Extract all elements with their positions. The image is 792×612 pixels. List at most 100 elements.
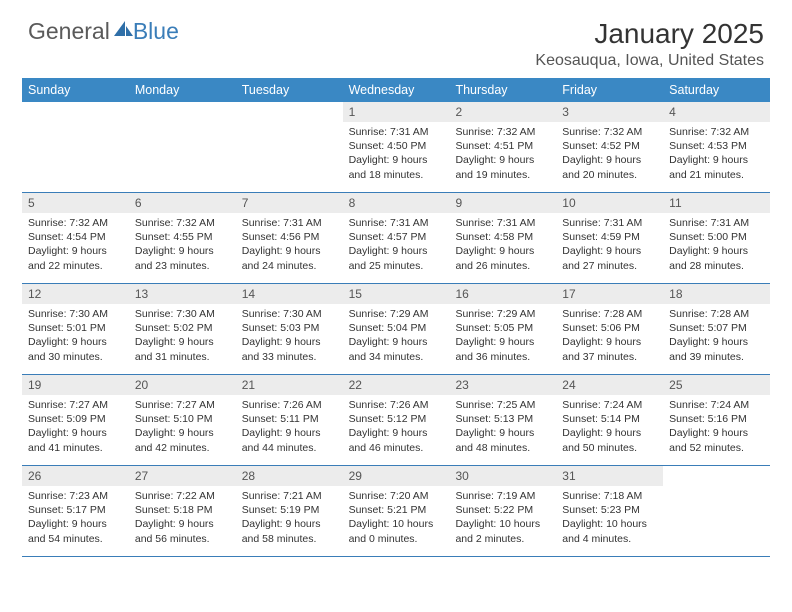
- daylight-text-1: Daylight: 9 hours: [28, 335, 123, 349]
- day-cell: 5Sunrise: 7:32 AMSunset: 4:54 PMDaylight…: [22, 193, 129, 283]
- sunset-text: Sunset: 5:04 PM: [349, 321, 444, 335]
- daylight-text-1: Daylight: 9 hours: [349, 335, 444, 349]
- day-number: 22: [343, 375, 450, 395]
- daylight-text-2: and 21 minutes.: [669, 168, 764, 182]
- sunset-text: Sunset: 5:05 PM: [455, 321, 550, 335]
- day-cell: 26Sunrise: 7:23 AMSunset: 5:17 PMDayligh…: [22, 466, 129, 556]
- day-number: 15: [343, 284, 450, 304]
- sunset-text: Sunset: 5:13 PM: [455, 412, 550, 426]
- dow-friday: Friday: [556, 78, 663, 102]
- sunrise-text: Sunrise: 7:28 AM: [562, 307, 657, 321]
- sunrise-text: Sunrise: 7:27 AM: [135, 398, 230, 412]
- daylight-text-1: Daylight: 10 hours: [562, 517, 657, 531]
- day-number: 14: [236, 284, 343, 304]
- day-cell: 22Sunrise: 7:26 AMSunset: 5:12 PMDayligh…: [343, 375, 450, 465]
- sunrise-text: Sunrise: 7:31 AM: [349, 216, 444, 230]
- daylight-text-2: and 26 minutes.: [455, 259, 550, 273]
- daylight-text-2: and 28 minutes.: [669, 259, 764, 273]
- sunset-text: Sunset: 4:50 PM: [349, 139, 444, 153]
- daylight-text-2: and 50 minutes.: [562, 441, 657, 455]
- day-cell: 19Sunrise: 7:27 AMSunset: 5:09 PMDayligh…: [22, 375, 129, 465]
- day-cell: 29Sunrise: 7:20 AMSunset: 5:21 PMDayligh…: [343, 466, 450, 556]
- daylight-text-2: and 31 minutes.: [135, 350, 230, 364]
- day-cell: 24Sunrise: 7:24 AMSunset: 5:14 PMDayligh…: [556, 375, 663, 465]
- daylight-text-2: and 41 minutes.: [28, 441, 123, 455]
- day-details: Sunrise: 7:32 AMSunset: 4:55 PMDaylight:…: [129, 213, 236, 278]
- day-number: 16: [449, 284, 556, 304]
- day-number: 17: [556, 284, 663, 304]
- logo-sail-icon: [113, 20, 135, 43]
- daylight-text-2: and 39 minutes.: [669, 350, 764, 364]
- day-details: Sunrise: 7:31 AMSunset: 4:57 PMDaylight:…: [343, 213, 450, 278]
- day-details: Sunrise: 7:18 AMSunset: 5:23 PMDaylight:…: [556, 486, 663, 551]
- week-row: 5Sunrise: 7:32 AMSunset: 4:54 PMDaylight…: [22, 193, 770, 284]
- daylight-text-1: Daylight: 9 hours: [349, 244, 444, 258]
- sunset-text: Sunset: 5:22 PM: [455, 503, 550, 517]
- day-cell: 21Sunrise: 7:26 AMSunset: 5:11 PMDayligh…: [236, 375, 343, 465]
- day-cell: 11Sunrise: 7:31 AMSunset: 5:00 PMDayligh…: [663, 193, 770, 283]
- daylight-text-2: and 22 minutes.: [28, 259, 123, 273]
- daylight-text-1: Daylight: 9 hours: [242, 335, 337, 349]
- day-number: 7: [236, 193, 343, 213]
- daylight-text-1: Daylight: 9 hours: [455, 153, 550, 167]
- day-details: Sunrise: 7:22 AMSunset: 5:18 PMDaylight:…: [129, 486, 236, 551]
- daylight-text-2: and 25 minutes.: [349, 259, 444, 273]
- daylight-text-2: and 24 minutes.: [242, 259, 337, 273]
- day-details: Sunrise: 7:30 AMSunset: 5:03 PMDaylight:…: [236, 304, 343, 369]
- day-number: 24: [556, 375, 663, 395]
- day-cell: 31Sunrise: 7:18 AMSunset: 5:23 PMDayligh…: [556, 466, 663, 556]
- sunset-text: Sunset: 4:57 PM: [349, 230, 444, 244]
- daylight-text-2: and 48 minutes.: [455, 441, 550, 455]
- day-details: Sunrise: 7:30 AMSunset: 5:02 PMDaylight:…: [129, 304, 236, 369]
- daylight-text-1: Daylight: 9 hours: [135, 244, 230, 258]
- sunrise-text: Sunrise: 7:23 AM: [28, 489, 123, 503]
- daylight-text-1: Daylight: 9 hours: [562, 244, 657, 258]
- daylight-text-1: Daylight: 9 hours: [28, 244, 123, 258]
- header-right: January 2025 Keosauqua, Iowa, United Sta…: [535, 18, 764, 70]
- day-number: 6: [129, 193, 236, 213]
- day-of-week-header: SundayMondayTuesdayWednesdayThursdayFrid…: [22, 78, 770, 102]
- daylight-text-1: Daylight: 9 hours: [669, 426, 764, 440]
- day-cell: 12Sunrise: 7:30 AMSunset: 5:01 PMDayligh…: [22, 284, 129, 374]
- day-details: Sunrise: 7:28 AMSunset: 5:07 PMDaylight:…: [663, 304, 770, 369]
- sunset-text: Sunset: 5:09 PM: [28, 412, 123, 426]
- sunrise-text: Sunrise: 7:31 AM: [349, 125, 444, 139]
- day-number: 5: [22, 193, 129, 213]
- logo-text-2: Blue: [133, 18, 179, 45]
- sunrise-text: Sunrise: 7:24 AM: [562, 398, 657, 412]
- daylight-text-2: and 56 minutes.: [135, 532, 230, 546]
- sunset-text: Sunset: 5:02 PM: [135, 321, 230, 335]
- dow-sunday: Sunday: [22, 78, 129, 102]
- sunrise-text: Sunrise: 7:31 AM: [562, 216, 657, 230]
- day-details: Sunrise: 7:27 AMSunset: 5:10 PMDaylight:…: [129, 395, 236, 460]
- dow-tuesday: Tuesday: [236, 78, 343, 102]
- sunset-text: Sunset: 5:10 PM: [135, 412, 230, 426]
- daylight-text-1: Daylight: 9 hours: [28, 426, 123, 440]
- day-details: Sunrise: 7:27 AMSunset: 5:09 PMDaylight:…: [22, 395, 129, 460]
- sunrise-text: Sunrise: 7:19 AM: [455, 489, 550, 503]
- daylight-text-2: and 46 minutes.: [349, 441, 444, 455]
- day-number: 21: [236, 375, 343, 395]
- day-number: 8: [343, 193, 450, 213]
- week-row: 12Sunrise: 7:30 AMSunset: 5:01 PMDayligh…: [22, 284, 770, 375]
- daylight-text-1: Daylight: 9 hours: [349, 426, 444, 440]
- daylight-text-2: and 2 minutes.: [455, 532, 550, 546]
- sunrise-text: Sunrise: 7:21 AM: [242, 489, 337, 503]
- daylight-text-2: and 54 minutes.: [28, 532, 123, 546]
- daylight-text-1: Daylight: 10 hours: [455, 517, 550, 531]
- day-cell: 14Sunrise: 7:30 AMSunset: 5:03 PMDayligh…: [236, 284, 343, 374]
- sunrise-text: Sunrise: 7:31 AM: [669, 216, 764, 230]
- sunset-text: Sunset: 5:19 PM: [242, 503, 337, 517]
- daylight-text-1: Daylight: 9 hours: [669, 244, 764, 258]
- sunset-text: Sunset: 5:03 PM: [242, 321, 337, 335]
- day-number: 27: [129, 466, 236, 486]
- daylight-text-1: Daylight: 9 hours: [349, 153, 444, 167]
- sunset-text: Sunset: 5:11 PM: [242, 412, 337, 426]
- logo-text-1: General: [28, 18, 110, 45]
- day-cell: 30Sunrise: 7:19 AMSunset: 5:22 PMDayligh…: [449, 466, 556, 556]
- day-cell: 2Sunrise: 7:32 AMSunset: 4:51 PMDaylight…: [449, 102, 556, 192]
- sunset-text: Sunset: 5:06 PM: [562, 321, 657, 335]
- daylight-text-1: Daylight: 9 hours: [135, 517, 230, 531]
- day-cell: 7Sunrise: 7:31 AMSunset: 4:56 PMDaylight…: [236, 193, 343, 283]
- day-number: 3: [556, 102, 663, 122]
